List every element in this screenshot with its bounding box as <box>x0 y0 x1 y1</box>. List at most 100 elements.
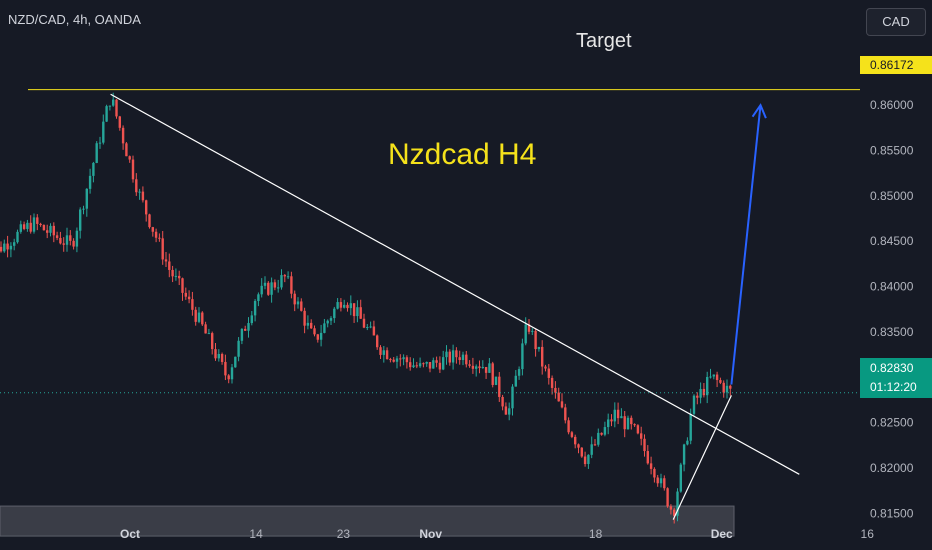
candle-body <box>616 409 620 419</box>
candle-body <box>448 351 451 363</box>
candle-body <box>369 326 372 328</box>
candle-body <box>475 366 478 369</box>
candle-body <box>669 506 673 510</box>
candle-body <box>260 285 263 295</box>
uptrend-line[interactable] <box>672 395 732 520</box>
candle-body <box>171 269 174 277</box>
candle-body <box>557 392 560 402</box>
candle-body <box>151 227 154 232</box>
candle-body <box>372 326 376 336</box>
candle-body <box>597 432 600 445</box>
candle-body <box>336 302 339 309</box>
symbol-title: NZD/CAD, 4h, OANDA <box>8 12 141 27</box>
candle-body <box>39 223 42 226</box>
candle-body <box>333 308 336 319</box>
target-annotation[interactable]: Target <box>576 30 632 52</box>
candle-body <box>356 307 359 317</box>
price-tick-label: 0.83500 <box>870 325 914 339</box>
candle-body <box>725 385 729 393</box>
candle-body <box>418 363 422 367</box>
candle-body <box>564 407 567 421</box>
candle-body <box>395 358 399 362</box>
candle-body <box>445 351 448 358</box>
price-tick-label: 0.84500 <box>870 234 914 248</box>
candle-body <box>623 416 626 430</box>
candle-body <box>550 377 554 388</box>
candle-body <box>32 217 36 232</box>
candle-body <box>620 416 623 419</box>
candle-body <box>349 303 352 309</box>
candle-body <box>346 304 349 309</box>
candle-body <box>191 299 194 310</box>
candle-body <box>630 417 633 425</box>
candle-body <box>438 362 442 370</box>
candle-body <box>537 346 541 350</box>
candle-body <box>379 347 382 355</box>
candle-body <box>26 222 29 229</box>
candle-body <box>211 333 214 350</box>
candle-body <box>161 238 164 260</box>
candle-body <box>699 388 702 398</box>
candle-body <box>458 357 461 361</box>
price-axis[interactable]: 0.815000.820000.825000.830000.835000.840… <box>870 98 914 520</box>
target-arrow[interactable] <box>730 103 767 385</box>
candle-body <box>465 354 468 365</box>
candle-body <box>69 235 72 241</box>
candle-body <box>682 444 686 465</box>
candle-body <box>517 369 521 376</box>
candle-body <box>729 385 732 389</box>
candle-body <box>587 454 590 465</box>
time-tick-label: Nov <box>419 527 442 541</box>
candle-body <box>138 191 141 193</box>
candle-body <box>82 208 85 210</box>
title-annotation[interactable]: Nzdcad H4 <box>388 138 537 171</box>
candle-body <box>425 362 428 364</box>
candle-body <box>706 376 709 396</box>
time-axis[interactable]: Oct 14 23 Nov 18 Dec 16 <box>120 527 874 541</box>
candle-body <box>125 143 128 157</box>
candle-body <box>323 323 326 333</box>
candle-body <box>659 478 663 484</box>
candle-body <box>610 419 613 422</box>
candle-body <box>692 395 696 414</box>
candle-body <box>263 282 267 286</box>
candle-body <box>405 357 409 363</box>
candle-body <box>524 324 527 344</box>
candle-body <box>432 360 435 369</box>
candle-body <box>422 363 425 365</box>
candle-body <box>280 275 283 288</box>
candle-body <box>135 179 138 193</box>
candle-body <box>547 368 550 378</box>
candle-body <box>181 278 184 293</box>
candle-body <box>98 142 102 144</box>
candle-body <box>237 340 240 357</box>
candle-body <box>501 396 504 407</box>
candle-body <box>402 357 405 360</box>
currency-button[interactable]: CAD <box>866 8 926 36</box>
candle-body <box>306 322 310 326</box>
candle-body <box>676 491 679 516</box>
candle-body <box>362 318 366 328</box>
candle-body <box>112 99 115 106</box>
candle-body <box>273 282 277 288</box>
time-tick-label: 14 <box>249 527 263 541</box>
last-price-value: 0.82830 <box>870 361 914 375</box>
candle-body <box>494 376 498 385</box>
candle-body <box>514 375 517 387</box>
candle-body <box>366 327 369 329</box>
candle-body <box>491 363 494 385</box>
candle-body <box>673 509 676 516</box>
candle-body <box>534 330 537 350</box>
candle-body <box>227 375 230 380</box>
candle-body <box>277 287 280 289</box>
price-tick-label: 0.82000 <box>870 461 914 475</box>
downtrend-line[interactable] <box>110 93 800 475</box>
candle-body <box>310 322 313 329</box>
candle-body <box>607 419 610 428</box>
candle-body <box>326 320 329 324</box>
candle-body <box>359 307 362 319</box>
candle-body <box>65 235 69 245</box>
candle-body <box>666 488 669 507</box>
candle-body <box>128 156 131 160</box>
